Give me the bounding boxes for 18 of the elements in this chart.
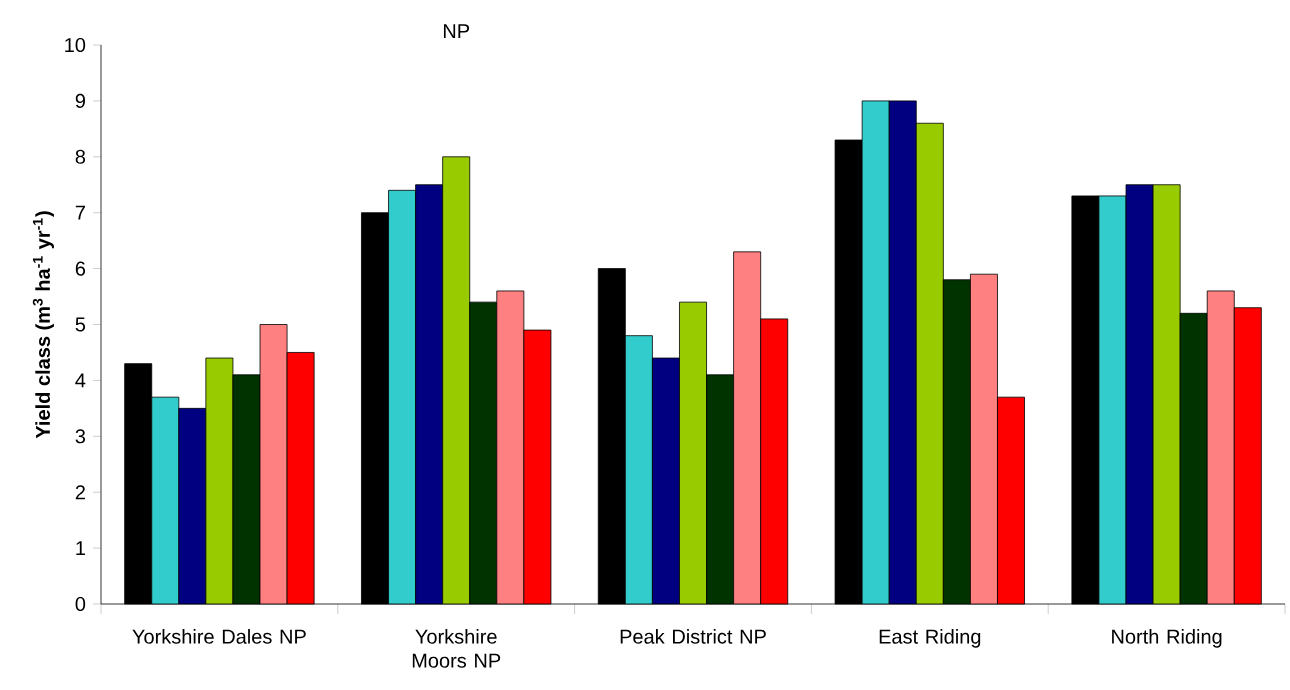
x-tick-label: Yorkshire Dales NP [132,629,306,644]
y-tick-label: 9 [75,93,85,108]
y-tick-label: 4 [75,373,86,388]
y-axis-title: Yield class (m$^{3}$ ha$^{-1}$ yr$^{-1}$) [32,211,54,439]
y-tick-label: 7 [75,205,85,220]
y-tick-label: 1 [76,541,85,555]
x-tick-label: East Riding [879,629,981,648]
x-tick-label: Peak District NP [620,629,766,644]
x-tick-label: North Riding [1112,629,1222,648]
text: NP [443,24,470,38]
y-tick-label: 6 [75,261,86,276]
y-tick-label: 10 [65,37,86,53]
y-tick-label: 8 [75,149,86,164]
y-tick-label: 3 [75,429,86,444]
y-tick-label: 0 [75,596,86,612]
y-tick-label: 2 [75,485,85,500]
y-tick-label: 5 [75,317,86,332]
x-tick-label: Yorkshire Moors NP [412,629,501,668]
